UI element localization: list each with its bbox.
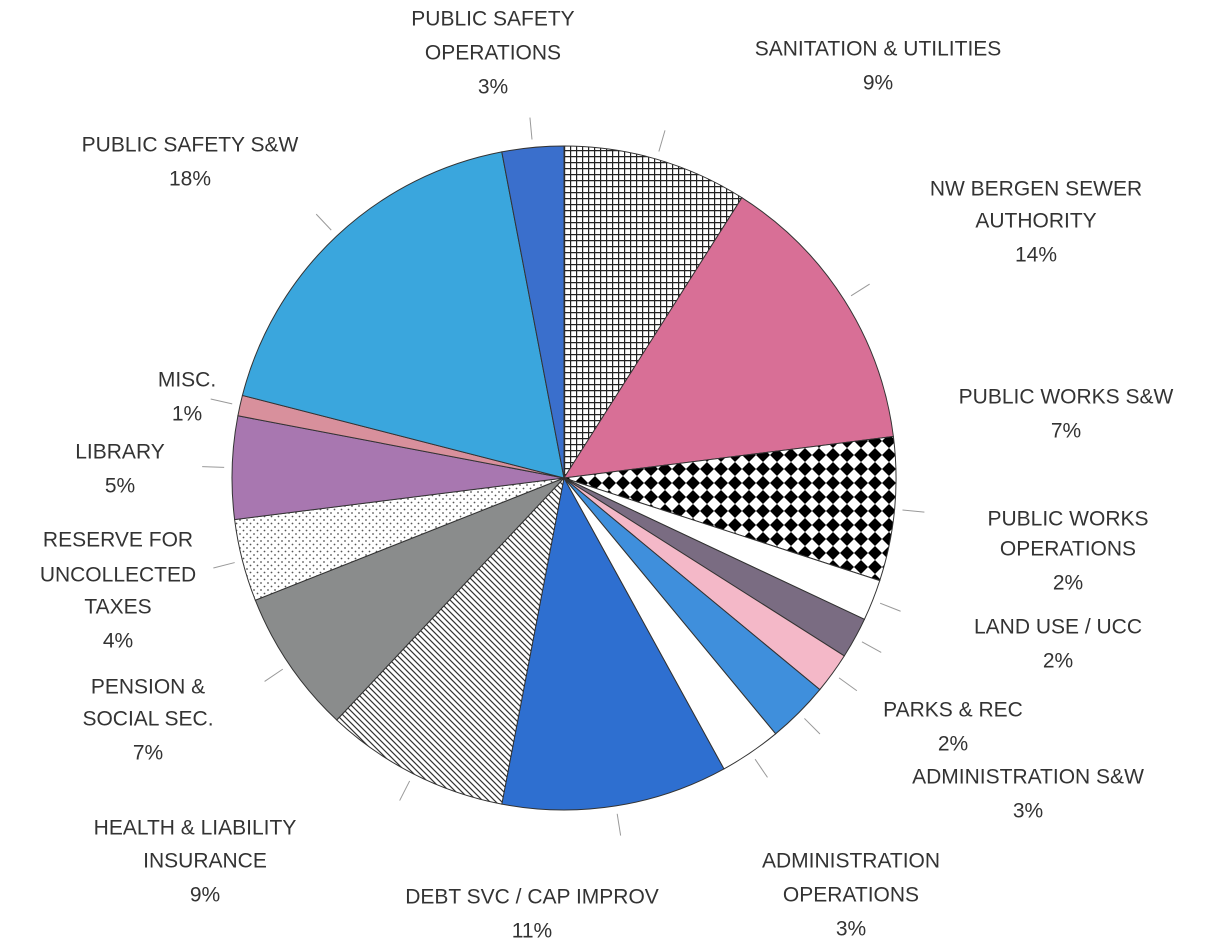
slice-value-label: 9%	[863, 72, 893, 95]
slice-label: TAXES	[84, 596, 151, 619]
leader-line	[658, 130, 666, 152]
slice-label: PARKS & REC	[883, 699, 1023, 722]
slice-label: PUBLIC SAFETY S&W	[82, 134, 299, 157]
slice-value-label: 2%	[1053, 572, 1083, 595]
leader-line	[879, 602, 901, 612]
leader-line	[213, 562, 235, 569]
slice-label: LAND USE / UCC	[974, 616, 1142, 639]
slice-label: OPERATIONS	[1000, 538, 1136, 561]
slice-label: PUBLIC WORKS	[987, 508, 1148, 531]
leader-line	[616, 813, 622, 836]
pie-slice	[501, 145, 565, 479]
leader-line	[804, 718, 821, 735]
leader-line	[399, 780, 411, 801]
slice-value-label: 5%	[105, 475, 135, 498]
slice-value-label: 9%	[190, 884, 220, 907]
pie-slice	[501, 476, 725, 811]
slice-value-label: 7%	[1051, 420, 1081, 443]
slice-label: ADMINISTRATION S&W	[912, 766, 1144, 789]
slice-value-label: 18%	[169, 168, 211, 191]
pie-slice	[254, 477, 565, 721]
slice-value-label: 3%	[478, 76, 508, 99]
slice-label: SOCIAL SEC.	[82, 708, 213, 731]
leader-line	[861, 641, 882, 653]
slice-label: PENSION &	[91, 676, 205, 699]
slice-value-label: 2%	[1043, 650, 1073, 673]
pie-slice	[563, 196, 894, 479]
slice-label: RESERVE FOR	[43, 529, 193, 552]
slice-value-label: 2%	[938, 733, 968, 756]
slice-value-label: 1%	[172, 403, 202, 426]
leader-line	[754, 758, 768, 778]
leader-line	[838, 677, 858, 692]
slice-label: LIBRARY	[75, 441, 165, 464]
leader-line	[210, 398, 233, 405]
leader-line	[529, 117, 533, 140]
slice-label: AUTHORITY	[975, 210, 1096, 233]
leader-line	[902, 509, 925, 513]
pie-slice	[563, 145, 743, 480]
slice-value-label: 3%	[1013, 800, 1043, 823]
slice-label: OPERATIONS	[425, 42, 561, 65]
leader-line	[315, 213, 332, 231]
slice-value-label: 4%	[103, 630, 133, 653]
slice-label: SANITATION & UTILITIES	[755, 38, 1002, 61]
leader-line	[202, 466, 225, 468]
slice-label: DEBT SVC / CAP IMPROV	[405, 886, 659, 909]
slice-value-label: 7%	[133, 742, 163, 765]
slice-label: PUBLIC WORKS S&W	[959, 386, 1174, 409]
slice-label: OPERATIONS	[783, 884, 919, 907]
slice-value-label: 14%	[1015, 244, 1057, 267]
slice-label: INSURANCE	[143, 850, 267, 873]
slice-label: HEALTH & LIABILITY	[94, 817, 297, 840]
slice-label: NW BERGEN SEWER	[930, 178, 1142, 201]
slice-label: MISC.	[158, 369, 216, 392]
pie-slice	[563, 435, 897, 582]
leader-line	[850, 283, 870, 297]
pie-slice	[336, 476, 565, 805]
slice-label: ADMINISTRATION	[762, 850, 940, 873]
slice-value-label: 3%	[836, 918, 866, 941]
slice-label: UNCOLLECTED	[40, 564, 196, 587]
slice-label: PUBLIC SAFETY	[411, 8, 574, 31]
pie-slice	[241, 151, 565, 479]
slice-value-label: 11%	[512, 920, 552, 943]
leader-line	[264, 668, 284, 682]
